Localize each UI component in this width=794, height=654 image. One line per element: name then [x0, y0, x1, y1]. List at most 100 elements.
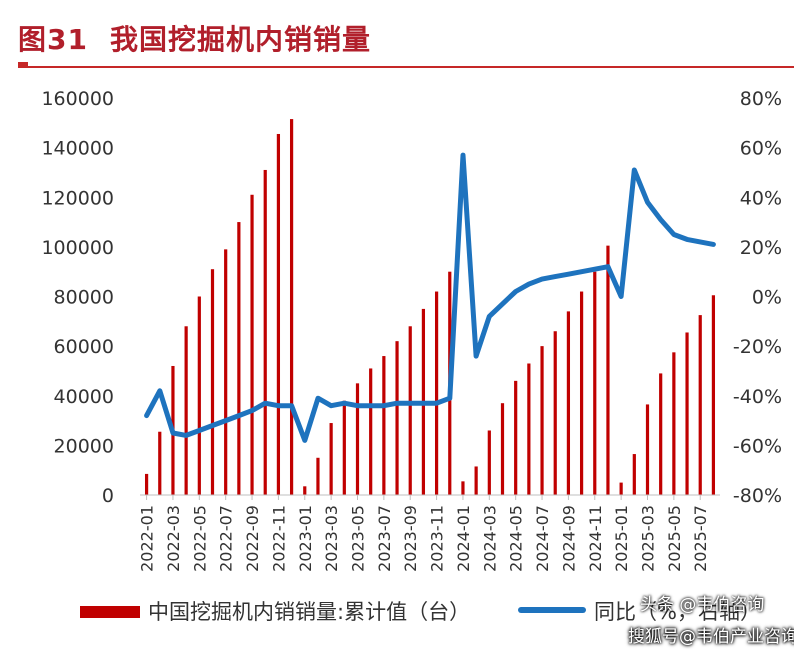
y-left-tick-label: 60000 [54, 336, 114, 358]
yoy-point-2024-01 [461, 153, 465, 157]
x-tick-label: 2022-09 [243, 505, 262, 572]
legend-bar-swatch [80, 606, 140, 618]
bar-2024-06 [527, 363, 531, 495]
bar-2024-01 [461, 481, 465, 495]
title-rule [18, 66, 794, 68]
y-right-tick-label: 60% [740, 138, 782, 160]
yoy-line [144, 152, 716, 443]
bar-2022-01 [144, 473, 149, 495]
bar-2023-07 [382, 356, 386, 495]
x-tick-label: 2022-11 [269, 505, 288, 572]
yoy-point-2025-04 [659, 218, 662, 221]
bar-2023-02 [316, 457, 320, 495]
yoy-point-2023-12 [448, 397, 451, 400]
y-left-tick-label: 80000 [54, 287, 114, 309]
bar-2025-08 [711, 295, 716, 495]
yoy-point-2025-08 [712, 243, 715, 246]
bar-2024-10 [579, 291, 584, 495]
yoy-point-2022-09 [250, 409, 254, 412]
yoy-point-2022-04 [184, 434, 188, 437]
bar-2024-05 [514, 380, 518, 495]
watermark-toutiao: 头条 @韦伯咨询 [640, 595, 765, 615]
bar-2023-09 [408, 326, 412, 495]
y-right-tick-label: 40% [740, 187, 782, 209]
y-right-tick-label: 80% [740, 88, 782, 110]
line-series-group [144, 152, 716, 443]
chart-title: 图31 我国挖掘机内销销量 [18, 18, 371, 58]
yoy-point-2023-03 [329, 404, 333, 407]
bar-2022-06 [210, 269, 215, 495]
bar-2024-04 [500, 403, 505, 495]
yoy-point-2024-09 [567, 272, 570, 276]
yoy-point-2022-10 [264, 401, 267, 405]
x-tick-label: 2022-03 [164, 505, 183, 572]
x-tick-label: 2023-05 [349, 505, 368, 572]
yoy-point-2024-08 [554, 275, 557, 278]
yoy-point-2022-01 [145, 414, 148, 417]
x-tick-label: 2022-07 [217, 505, 236, 572]
yoy-point-2022-03 [171, 431, 175, 435]
x-tick-label: 2024-01 [454, 505, 473, 572]
yoy-point-2024-02 [474, 354, 478, 358]
watermark-sohu: 搜狐号@韦伯产业咨询 [628, 627, 794, 647]
x-tick-label: 2025-03 [639, 505, 658, 572]
y-right-tick-label: 0% [752, 287, 782, 309]
bar-2025-03 [645, 404, 650, 495]
bar-2025-06 [685, 332, 689, 495]
legend-bar-label: 中国挖掘机内销销量:累计值（台） [148, 600, 471, 624]
bar-2024-07 [540, 346, 544, 495]
bar-2023-04 [342, 400, 346, 495]
yoy-point-2023-07 [382, 404, 386, 407]
y-right-tick-label: -60% [733, 435, 782, 457]
yoy-point-2022-08 [237, 414, 241, 417]
bar-2022-08 [237, 222, 241, 495]
x-tick-label: 2024-03 [480, 505, 499, 572]
x-tick-label: 2023-03 [322, 505, 341, 572]
x-tick-label: 2024-05 [507, 505, 526, 572]
bar-2025-04 [659, 373, 663, 495]
x-tick-label: 2023-01 [296, 505, 315, 572]
bar-2023-05 [355, 383, 360, 495]
yoy-point-2024-11 [593, 268, 596, 271]
yoy-point-2025-02 [633, 168, 636, 172]
bar-2022-05 [197, 296, 201, 495]
y-left-tick-label: 100000 [41, 237, 114, 259]
yoy-point-2022-02 [158, 389, 161, 392]
y-left-tick-label: 40000 [54, 386, 114, 408]
bar-2022-07 [224, 249, 228, 495]
yoy-point-2023-08 [395, 401, 399, 405]
y-left-tick-label: 20000 [54, 435, 114, 457]
bar-2023-01 [303, 486, 307, 495]
y-right-tick-label: -80% [733, 485, 782, 507]
bar-2025-07 [698, 315, 702, 495]
bar-2024-02 [474, 466, 478, 495]
yoy-point-2022-07 [224, 419, 227, 422]
yoy-point-2023-09 [409, 401, 412, 405]
yoy-point-2025-03 [646, 201, 649, 204]
figure-number: 图31 [18, 23, 88, 56]
yoy-point-2023-06 [369, 404, 372, 407]
yoy-point-2024-04 [501, 302, 504, 306]
x-tick-label: 2022-01 [138, 505, 157, 572]
yoy-point-2025-01 [619, 295, 623, 298]
axis-group: 0 20000 40000 60000 80000 100000 120000 140000 1… [41, 88, 782, 572]
x-tick-label: 2025-05 [665, 505, 684, 572]
yoy-point-2024-03 [488, 315, 491, 318]
x-tick-label: 2025-01 [612, 505, 631, 572]
figure-title: 我国挖掘机内销销量 [109, 23, 371, 56]
yoy-point-2022-11 [277, 404, 280, 407]
x-tick-label: 2023-09 [401, 505, 420, 572]
yoy-point-2024-10 [580, 270, 583, 273]
bar-series-group [144, 119, 716, 496]
x-tick-label: 2023-07 [375, 505, 394, 572]
yoy-point-2023-01 [303, 439, 306, 442]
bar-2022-02 [158, 431, 162, 495]
bar-2022-09 [250, 194, 254, 496]
bar-2025-05 [672, 352, 676, 495]
yoy-point-2023-04 [343, 401, 346, 405]
y-left-tick-label: 0 [102, 485, 114, 507]
y-left-tick-label: 140000 [41, 138, 114, 160]
yoy-point-2025-05 [672, 233, 676, 236]
bar-2025-01 [619, 482, 623, 495]
